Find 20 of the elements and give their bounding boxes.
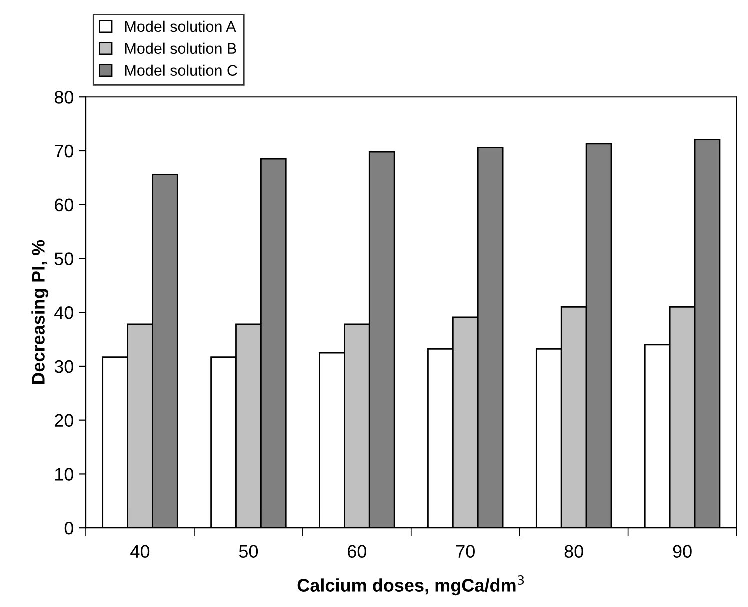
x-tick-label: 60 <box>348 545 367 558</box>
y-tick-label: 20 <box>55 414 74 428</box>
y-tick-label: 40 <box>54 306 74 320</box>
x-tick-label: 50 <box>239 545 258 558</box>
legend-label: Model solution B <box>125 42 236 54</box>
x-tick-label: 90 <box>673 545 692 558</box>
y-tick-label: 70 <box>55 144 74 158</box>
x-axis-title: Calcium doses, mgCa/dm$^{3}$ <box>298 575 524 596</box>
x-tick-label: 80 <box>564 545 584 558</box>
y-tick-label: 50 <box>54 252 74 266</box>
legend-label: Model solution A <box>125 20 236 32</box>
y-axis-title: Decreasing PI, % <box>32 240 49 384</box>
y-tick-label: 0 <box>64 522 74 535</box>
y-tick-label: 30 <box>54 360 74 374</box>
legend-label: Model solution C <box>125 64 238 76</box>
y-tick-label: 10 <box>56 468 74 481</box>
y-tick-label: 80 <box>54 91 74 104</box>
x-tick-label: 70 <box>456 545 475 558</box>
y-tick-label: 60 <box>55 198 74 212</box>
x-tick-label: 40 <box>130 545 150 558</box>
